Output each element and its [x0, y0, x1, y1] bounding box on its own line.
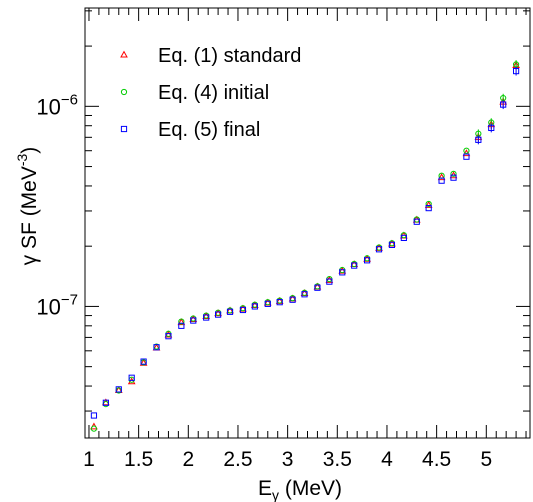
data-point — [239, 306, 247, 314]
data-point — [301, 291, 308, 298]
legend-marker — [120, 125, 128, 133]
legend-marker — [120, 88, 128, 96]
data-point — [437, 173, 446, 181]
series-circle — [90, 60, 520, 432]
x-tick-label: 3.5 — [323, 448, 352, 471]
data-point — [289, 296, 296, 303]
data-point — [413, 218, 420, 225]
series-square — [90, 66, 520, 419]
data-point — [190, 317, 197, 324]
data-point — [165, 333, 172, 340]
y-axis-label: γ SF (MeV-3) — [14, 147, 41, 266]
data-point — [325, 275, 334, 283]
x-tick-label: 3 — [282, 448, 294, 471]
data-point — [178, 318, 185, 325]
x-tick-label: 2.5 — [223, 448, 252, 471]
x-tick-label: 4.5 — [422, 448, 451, 471]
data-point — [114, 386, 123, 394]
data-point — [500, 101, 507, 108]
series-triangle — [90, 61, 520, 430]
data-point — [90, 425, 98, 432]
x-axis-label: Eγ (MeV) — [258, 477, 342, 502]
legend-label: Eq. (4) initial — [158, 82, 269, 104]
data-point — [264, 300, 271, 307]
series-layer — [90, 60, 520, 432]
data-point — [251, 303, 258, 310]
data-point — [512, 67, 520, 75]
data-point — [475, 136, 482, 143]
y-tick-label: 10−7 — [36, 291, 78, 319]
data-point — [450, 170, 457, 177]
data-point — [351, 262, 358, 269]
data-point — [339, 269, 346, 276]
data-point — [326, 278, 333, 285]
data-point — [375, 246, 383, 253]
legend-label: Eq. (5) final — [158, 119, 260, 141]
plot-frame — [84, 7, 531, 439]
data-point — [276, 299, 283, 306]
x-tick-label: 1.5 — [124, 448, 153, 471]
data-point — [140, 358, 147, 365]
x-tick-label: 2 — [182, 448, 194, 471]
data-point — [178, 322, 185, 329]
ticks: 1 1.5 2 2.5 3 3.5 4 4.5 5 10−7 10−6 — [36, 8, 530, 471]
data-point — [338, 266, 347, 274]
data-point — [127, 377, 136, 385]
data-point — [226, 308, 234, 315]
y-tick-label: 10−6 — [36, 91, 78, 119]
data-point — [215, 311, 222, 318]
data-point — [363, 257, 371, 264]
x-tick-label: 1 — [83, 448, 95, 471]
data-point — [450, 174, 457, 181]
data-point — [425, 200, 432, 208]
data-point — [400, 234, 407, 242]
legend-marker — [120, 50, 128, 58]
data-point — [463, 147, 470, 154]
data-point — [424, 200, 433, 208]
data-point — [203, 314, 210, 321]
data-point — [153, 344, 160, 351]
legend: Eq. (1) standard Eq. (4) initial Eq. (5) f… — [120, 45, 301, 141]
data-point — [388, 241, 396, 248]
legend-label: Eq. (1) standard — [158, 45, 301, 67]
data-point — [438, 177, 445, 184]
x-tick-label: 5 — [480, 448, 492, 471]
data-point — [164, 330, 173, 338]
data-point — [463, 153, 470, 160]
x-tick-label: 4 — [381, 448, 393, 471]
data-point — [102, 399, 109, 406]
data-point — [425, 204, 432, 212]
data-point — [128, 374, 135, 381]
data-point — [90, 412, 98, 419]
data-point — [102, 400, 109, 408]
data-point — [115, 386, 122, 393]
data-point — [314, 284, 321, 291]
data-point — [488, 124, 495, 132]
